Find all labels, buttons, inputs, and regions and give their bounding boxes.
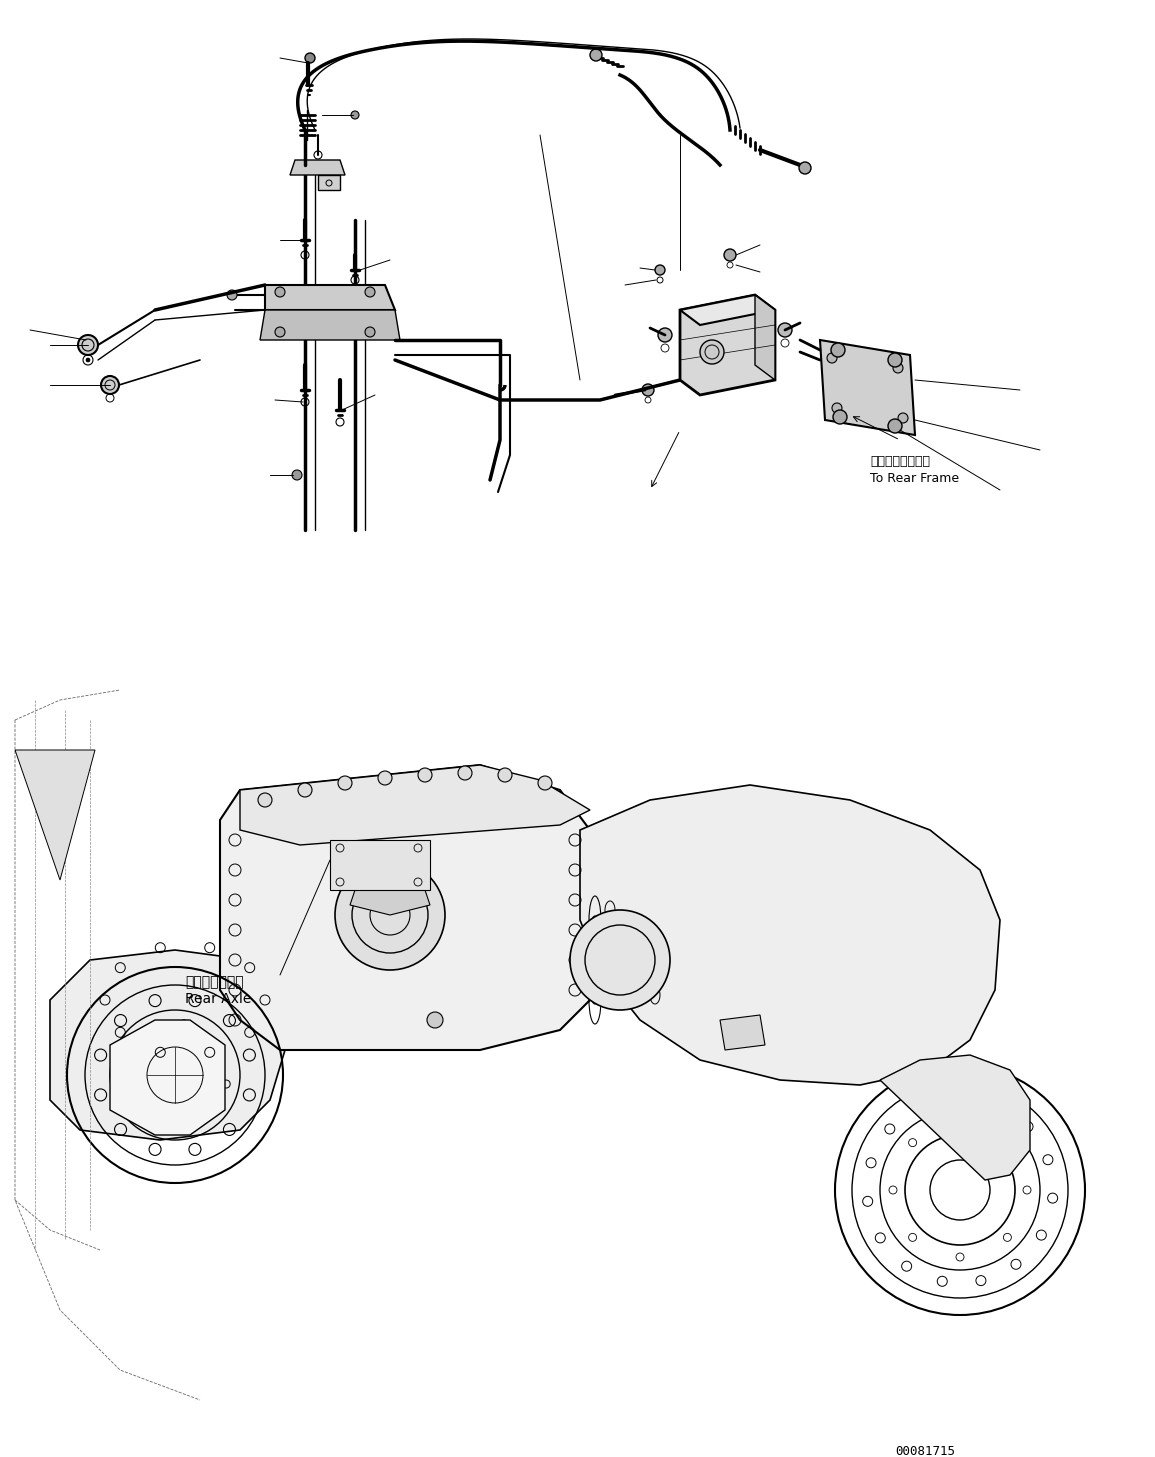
Polygon shape [240,765,590,845]
Circle shape [830,342,845,357]
Polygon shape [50,950,285,1139]
Circle shape [335,860,445,970]
Polygon shape [820,339,915,436]
Polygon shape [330,841,430,890]
Polygon shape [290,160,345,175]
Text: リヤーアクスル: リヤーアクスル [185,975,244,989]
Circle shape [100,376,119,393]
Circle shape [571,911,670,1010]
Polygon shape [350,880,430,915]
Circle shape [655,265,665,275]
Circle shape [292,471,301,479]
Circle shape [378,771,392,785]
Circle shape [888,420,902,433]
Circle shape [351,111,359,119]
Polygon shape [680,294,775,395]
Text: To Rear Frame: To Rear Frame [870,472,959,485]
Circle shape [85,358,90,361]
Circle shape [275,287,285,297]
Circle shape [305,52,315,63]
Circle shape [827,353,837,363]
Circle shape [832,404,842,412]
Circle shape [79,335,98,356]
Circle shape [799,162,811,173]
Circle shape [833,409,847,424]
Polygon shape [110,1020,225,1135]
Circle shape [365,287,375,297]
Circle shape [888,353,902,367]
Polygon shape [755,294,775,380]
Text: Rear Axle: Rear Axle [185,992,252,1005]
Circle shape [338,777,352,790]
Polygon shape [880,1055,1030,1180]
Polygon shape [680,294,775,325]
Circle shape [228,290,237,300]
Circle shape [365,326,375,337]
Text: リヤーフレームへ: リヤーフレームへ [870,455,930,468]
Circle shape [498,768,512,782]
Circle shape [724,249,736,261]
Text: 00081715: 00081715 [895,1445,955,1457]
Polygon shape [580,785,1000,1085]
Circle shape [590,50,602,61]
Circle shape [298,782,312,797]
Polygon shape [264,286,395,310]
Polygon shape [15,750,95,880]
Circle shape [778,323,792,337]
Polygon shape [219,765,590,1050]
Circle shape [538,777,552,790]
Circle shape [642,385,654,396]
Circle shape [658,328,672,342]
Polygon shape [260,310,400,339]
Circle shape [700,339,724,364]
Circle shape [418,768,432,782]
Circle shape [427,1013,444,1029]
Circle shape [258,793,271,807]
Polygon shape [720,1016,765,1050]
Circle shape [459,766,472,779]
Circle shape [897,412,908,423]
Polygon shape [318,175,340,189]
Circle shape [893,363,903,373]
Circle shape [275,326,285,337]
